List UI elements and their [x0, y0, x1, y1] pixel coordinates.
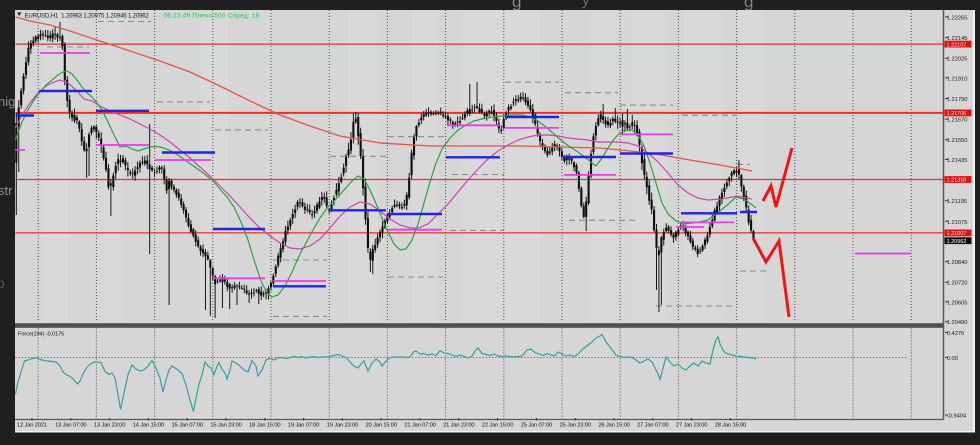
svg-text:06:23:49 Плечо 500 Спред: 18: 06:23:49 Плечо 500 Спред: 18: [164, 12, 260, 19]
svg-text:1.21435: 1.21435: [947, 158, 968, 164]
svg-text:27 Jan 23:00: 27 Jan 23:00: [676, 422, 707, 428]
svg-text:22 Jan 15:00: 22 Jan 15:00: [482, 422, 513, 428]
svg-text:g: g: [744, 0, 753, 11]
svg-text:1.20490: 1.20490: [947, 320, 968, 326]
svg-text:15 Jan 07:00: 15 Jan 07:00: [172, 422, 203, 428]
svg-text:0.4276: 0.4276: [947, 331, 964, 337]
svg-text:1.22025: 1.22025: [947, 57, 968, 63]
svg-text:-0.9404: -0.9404: [947, 414, 967, 420]
svg-text:27 Jan 07:00: 27 Jan 07:00: [637, 422, 668, 428]
svg-text:g: g: [512, 0, 521, 11]
svg-text:13 Jan 23:00: 13 Jan 23:00: [94, 422, 125, 428]
svg-text:1.21318: 1.21318: [947, 178, 967, 184]
svg-text:21 Jan 23:00: 21 Jan 23:00: [443, 422, 474, 428]
svg-text:15 Jan 23:00: 15 Jan 23:00: [210, 422, 241, 428]
svg-text:1.21195: 1.21195: [947, 199, 967, 205]
svg-text:1.20962: 1.20962: [947, 239, 967, 245]
svg-text:1.22265: 1.22265: [947, 16, 968, 22]
svg-text:1.20720: 1.20720: [947, 281, 968, 287]
svg-text:21 Jan 07:00: 21 Jan 07:00: [404, 422, 435, 428]
svg-text:EURUSD,H1 1.20963 1.20975 1.2: EURUSD,H1 1.20963 1.20975 1.20946 1.2096…: [25, 12, 150, 19]
svg-text:25 Jan 23:00: 25 Jan 23:00: [560, 422, 591, 428]
svg-text:26 Jan 15:00: 26 Jan 15:00: [598, 422, 629, 428]
svg-text:12 Jan 2021: 12 Jan 2021: [17, 422, 47, 428]
svg-text:1.20605: 1.20605: [947, 300, 968, 306]
svg-text:18 Jan 15:00: 18 Jan 15:00: [249, 422, 280, 428]
svg-text:str: str: [0, 183, 13, 198]
svg-text:1.22145: 1.22145: [947, 36, 968, 42]
svg-text:1.21075: 1.21075: [947, 220, 968, 226]
svg-text:0.00: 0.00: [947, 356, 958, 362]
svg-text:o: o: [0, 275, 5, 291]
svg-text:1.21007: 1.21007: [947, 231, 967, 237]
svg-text:28 Jan 15:00: 28 Jan 15:00: [715, 422, 746, 428]
svg-text:Force(194) -0.0175: Force(194) -0.0175: [18, 332, 64, 338]
svg-text:14 Jan 15:00: 14 Jan 15:00: [133, 422, 164, 428]
svg-text:13 Jan 07:00: 13 Jan 07:00: [55, 422, 86, 428]
svg-text:19 Jan 23:00: 19 Jan 23:00: [327, 422, 358, 428]
svg-text:1.21790: 1.21790: [947, 97, 968, 103]
svg-text:25 Jan 07:00: 25 Jan 07:00: [521, 422, 552, 428]
svg-text:19 Jan 07:00: 19 Jan 07:00: [288, 422, 319, 428]
svg-text:1.21550: 1.21550: [947, 138, 968, 144]
svg-text:20 Jan 15:00: 20 Jan 15:00: [366, 422, 397, 428]
svg-text:y: y: [582, 0, 590, 9]
svg-text:1.21910: 1.21910: [947, 76, 968, 82]
svg-text:1.21670: 1.21670: [947, 118, 968, 124]
svg-text:nig: nig: [0, 94, 15, 109]
svg-text:1.20840: 1.20840: [947, 260, 968, 266]
svg-text:1.21706: 1.21706: [947, 111, 967, 117]
svg-text:1.22107: 1.22107: [947, 42, 967, 48]
